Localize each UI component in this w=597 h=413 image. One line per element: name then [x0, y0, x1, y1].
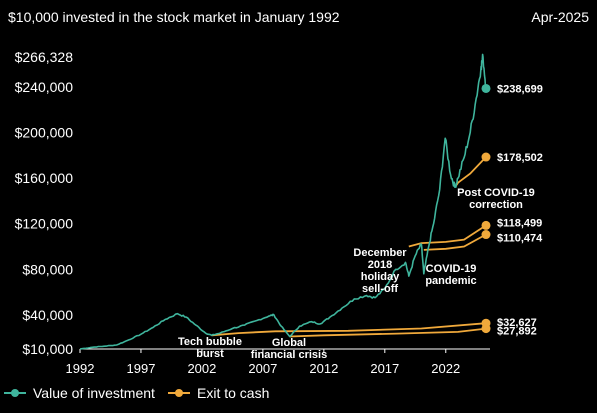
- annotation-label: holiday: [361, 271, 400, 283]
- annotation-label: December: [353, 247, 407, 259]
- exit-to-cash-line: [211, 322, 487, 337]
- end-value-label: $238,699: [497, 83, 543, 95]
- exit-to-cash-line: [408, 224, 487, 248]
- annotation-label: financial crisis: [251, 349, 327, 361]
- annotation-label: pandemic: [425, 275, 476, 287]
- x-tick-label: 2022: [431, 361, 460, 376]
- y-tick-label: $10,000: [22, 341, 73, 357]
- annotation-label: sell-off: [362, 283, 398, 295]
- investment-series: [79, 53, 491, 350]
- y-axis: $266,328 $240,000 $200,000 $160,000 $120,000…: [15, 49, 74, 357]
- exit-to-cash-end-marker: [481, 230, 491, 240]
- y-tick-label: $240,000: [15, 79, 74, 95]
- y-tick-label: $200,000: [15, 125, 74, 141]
- annotation-label: COVID-19: [426, 263, 477, 275]
- annotation-label: burst: [196, 348, 224, 360]
- legend-swatch-marker: [175, 389, 183, 397]
- chart-title: $10,000 invested in the stock market in …: [8, 9, 340, 25]
- exit-to-cash-end-marker: [481, 152, 491, 162]
- end-value-label: $32,627: [497, 317, 537, 329]
- exit-to-cash-end-marker: [481, 220, 491, 230]
- exit-to-cash-line: [289, 327, 487, 338]
- y-tick-label: $40,000: [22, 307, 73, 323]
- y-tick-label: $160,000: [15, 170, 74, 186]
- investment-line: [79, 53, 487, 350]
- annotation-label: Global: [272, 337, 306, 349]
- x-tick-label: 1992: [66, 361, 95, 376]
- annotation-label: correction: [469, 199, 523, 211]
- end-labels: $238,699 $178,502 $118,499 $110,474 $32,627$…: [497, 83, 543, 337]
- chart-date-label: Apr-2025: [531, 9, 589, 25]
- x-tick-label: 2017: [370, 361, 399, 376]
- legend-swatch-marker: [11, 389, 19, 397]
- exit-to-cash-end-marker: [481, 324, 491, 334]
- x-axis: 1992 1997 2002 2007 2012 2017 2022: [66, 349, 460, 376]
- x-tick-label: 2007: [248, 361, 277, 376]
- investment-end-marker: [481, 83, 491, 93]
- end-value-label: $27,892: [497, 326, 537, 338]
- end-value-label: $118,499: [497, 217, 542, 229]
- legend-label: Exit to cash: [197, 385, 269, 401]
- x-tick-label: 2002: [187, 361, 216, 376]
- x-tick-label: 2012: [309, 361, 338, 376]
- annotation-label: Post COVID-19: [457, 187, 535, 199]
- x-tick-label: 1997: [127, 361, 156, 376]
- exit-to-cash-series: [211, 152, 491, 338]
- end-value-label: $178,502: [497, 152, 543, 164]
- y-tick-label: $80,000: [22, 261, 73, 277]
- legend-label: Value of investment: [33, 385, 155, 401]
- annotation-label: Tech bubble: [178, 336, 242, 348]
- legend: Value of investment Exit to cash: [4, 385, 269, 401]
- annotation-label: 2018: [368, 259, 392, 271]
- end-value-label: $110,474: [497, 233, 543, 245]
- y-tick-label: $120,000: [15, 216, 74, 232]
- exit-to-cash-line: [423, 233, 487, 251]
- y-tick-label: $266,328: [15, 49, 74, 65]
